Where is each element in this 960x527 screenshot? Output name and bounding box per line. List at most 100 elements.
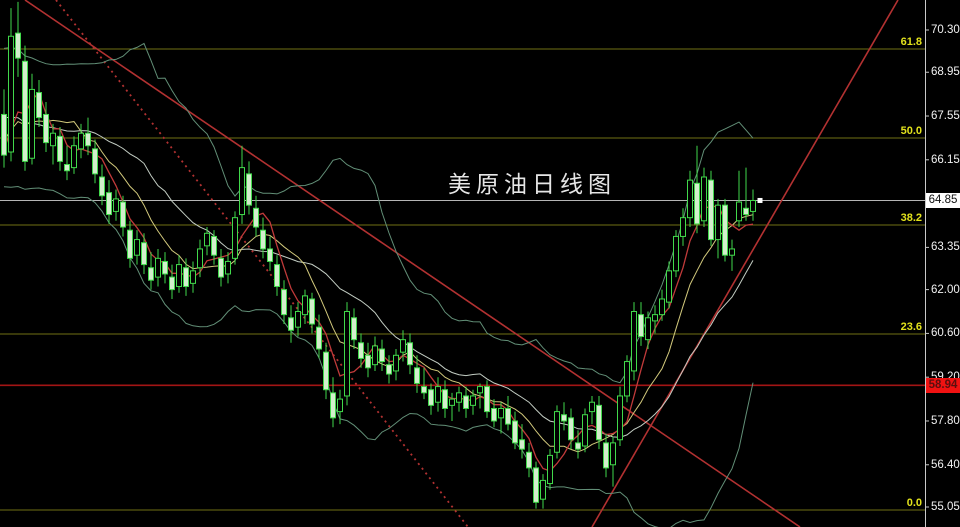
candle-body (64, 163, 70, 172)
uptrend-solid (591, 0, 899, 527)
candle-body (162, 260, 168, 275)
candle-body (631, 311, 637, 372)
candle-body (463, 395, 469, 409)
fib-level-label: 61.8 (900, 36, 922, 48)
candles-layer (1, 1, 756, 509)
candle-body (680, 217, 686, 237)
downtrend-solid (24, 0, 801, 527)
axis-tick-label: 57.80 (931, 414, 960, 427)
candle-body (218, 257, 224, 278)
candle-body (141, 242, 147, 266)
candle-body (652, 314, 658, 322)
axis-tick-label: 70.30 (931, 24, 960, 36)
candle-body (456, 392, 462, 403)
axis-tick-label: 55.05 (931, 501, 960, 513)
candle-body (645, 317, 651, 341)
candle-body (351, 317, 357, 341)
last-price-marker (757, 197, 763, 203)
candle-body (687, 179, 693, 219)
candle-body (365, 354, 371, 369)
candle-body (92, 148, 98, 175)
candle-body (470, 395, 476, 406)
candle-body (183, 267, 189, 287)
candle-body (400, 339, 406, 353)
candle-body (43, 113, 49, 144)
candle-body (708, 179, 714, 241)
candle-body (428, 389, 434, 406)
candle-body (554, 411, 560, 453)
chart-title: 美原油日线图 (448, 172, 616, 197)
fib-level-label: 50.0 (900, 125, 922, 137)
candle-body (393, 354, 399, 372)
candle-body (547, 454, 553, 485)
candle-body (330, 392, 336, 419)
candle-body (722, 204, 728, 256)
candle-body (701, 176, 707, 222)
candle-body (1, 113, 7, 156)
axis-tick-label: 66.15 (931, 153, 960, 166)
candle-body (267, 248, 273, 262)
candle-body (85, 132, 91, 147)
candle-body (659, 298, 665, 316)
candle-body (715, 204, 721, 241)
candle-body (204, 232, 210, 247)
candle-body (239, 167, 245, 216)
candle-body (29, 88, 35, 159)
candle-body (372, 345, 378, 366)
candle-body (624, 361, 630, 397)
candle-body (127, 229, 133, 259)
fib-level-label: 0.0 (906, 497, 922, 509)
candle-body (421, 386, 427, 394)
candle-body (155, 257, 161, 278)
candle-body (379, 348, 385, 363)
fib-level-label: 38.2 (900, 212, 922, 224)
axis-tick-label: 62.00 (931, 283, 960, 296)
last-price-tag: 64.85 (926, 192, 960, 208)
plot-layers (0, 0, 925, 527)
candle-body (442, 389, 448, 409)
candle-body (533, 467, 539, 503)
candle-body (169, 276, 175, 291)
candle-body (71, 145, 77, 169)
indicator-line (3, 91, 754, 472)
order-price-tag: 58.94 (926, 377, 960, 393)
candle-body (575, 442, 581, 450)
axis-tick-label: 56.40 (931, 458, 960, 471)
candle-body (337, 398, 343, 413)
axis-tick-label: 60.60 (931, 327, 960, 340)
candle-body (477, 386, 483, 394)
candle-body (295, 311, 301, 328)
candle-body (148, 267, 154, 281)
candle-body (246, 173, 252, 206)
candle-body (498, 407, 504, 419)
candle-body (253, 207, 259, 228)
candle-body (22, 60, 28, 162)
candle-body (344, 311, 350, 397)
candle-body (106, 192, 112, 216)
candle-body (281, 289, 287, 316)
candle-body (750, 199, 756, 212)
indicator-line (3, 185, 754, 527)
candle-body (519, 439, 525, 450)
candle-body (526, 451, 532, 469)
candle-body (694, 182, 700, 225)
candle-body (211, 235, 217, 256)
price-axis-line (925, 0, 926, 527)
fib-level-label: 23.6 (900, 321, 922, 333)
candle-body (617, 395, 623, 441)
candle-body (407, 342, 413, 366)
candle-body (323, 351, 329, 391)
candle-body (15, 32, 21, 59)
candle-body (120, 201, 126, 228)
candle-body (78, 132, 84, 150)
candle-body (190, 270, 196, 284)
candle-body (309, 298, 315, 325)
candle-body (596, 404, 602, 441)
candle-body (484, 386, 490, 413)
candle-body (274, 264, 280, 287)
candle-body (302, 295, 308, 316)
candle-body (582, 414, 588, 447)
candle-body (386, 364, 392, 375)
